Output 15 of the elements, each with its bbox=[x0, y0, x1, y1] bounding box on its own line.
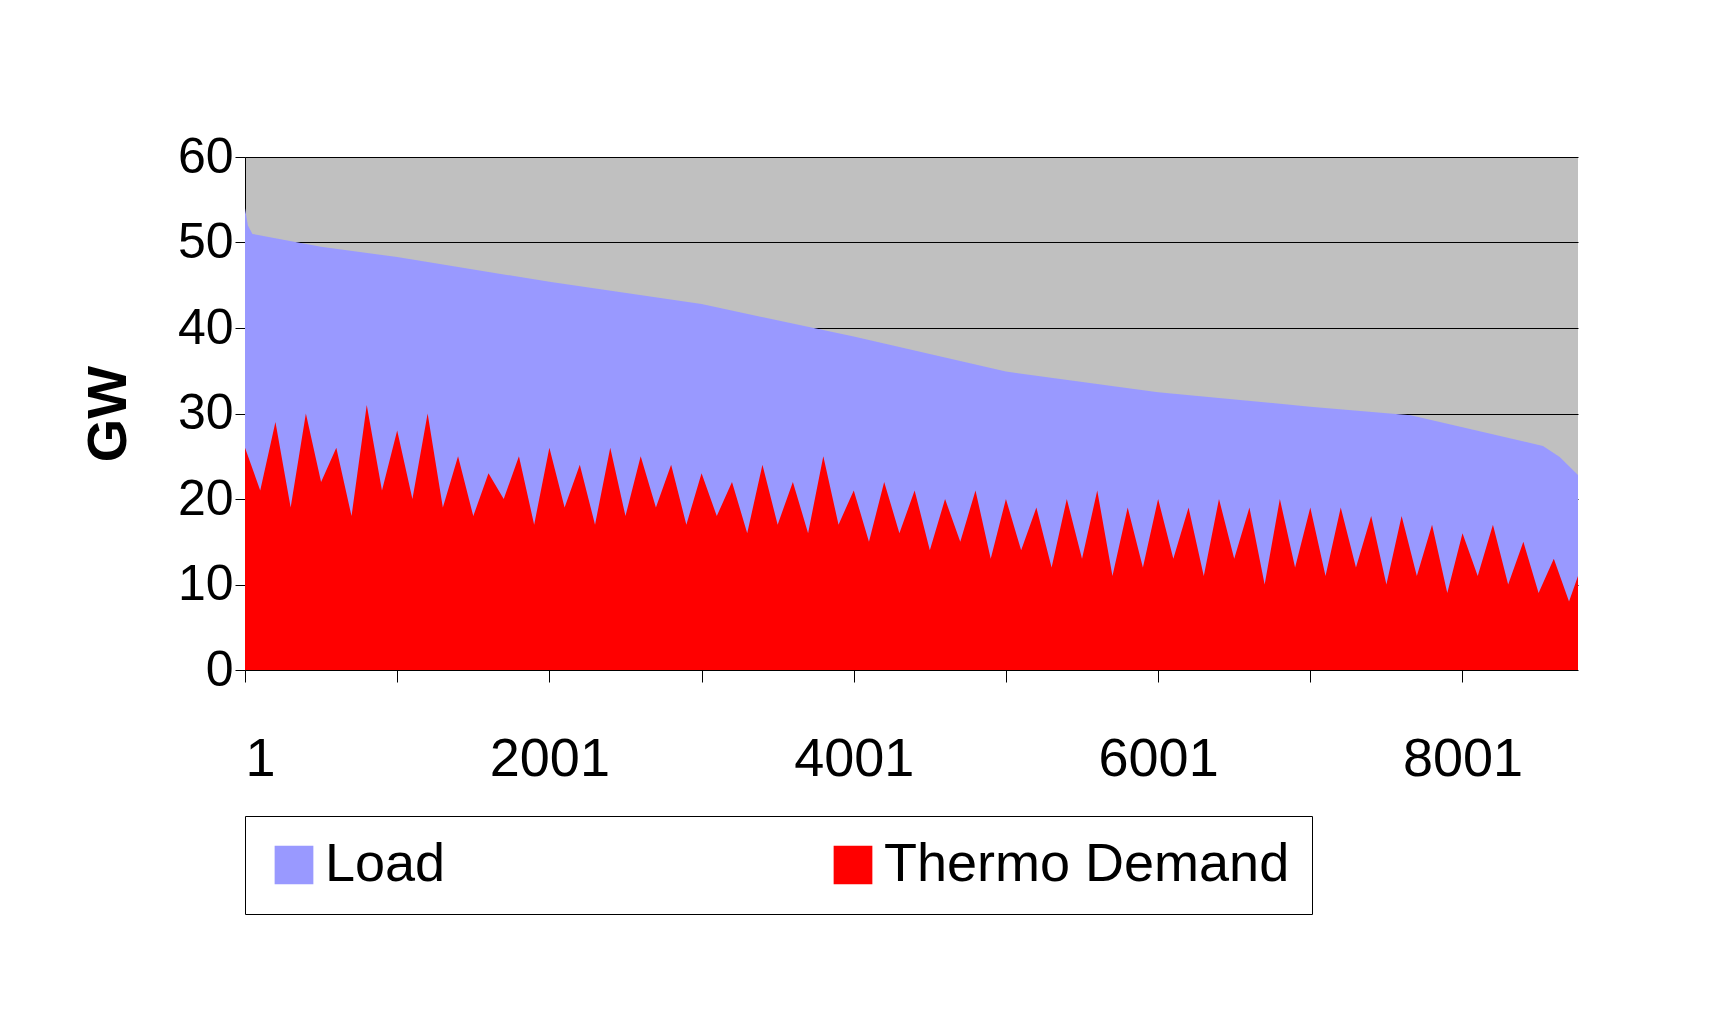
legend-label: Thermo Demand bbox=[884, 832, 1290, 892]
x-tick-label: 8001 bbox=[1402, 726, 1524, 787]
x-tick-label: 2001 bbox=[489, 726, 610, 787]
x-tick-label: 6001 bbox=[1098, 726, 1219, 787]
y-tick-label: 30 bbox=[177, 384, 234, 440]
legend-label: Load bbox=[325, 832, 446, 892]
y-tick-label: 50 bbox=[177, 213, 234, 269]
x-tick-label: 4001 bbox=[794, 726, 915, 787]
y-tick-label: 10 bbox=[177, 555, 234, 611]
y-axis-title: GW bbox=[74, 365, 138, 463]
y-tick-label: 20 bbox=[177, 469, 234, 526]
y-tick-label: 0 bbox=[205, 640, 234, 697]
y-tick-label: 40 bbox=[177, 298, 234, 355]
x-tick-label: 1 bbox=[245, 726, 276, 787]
y-tick-label: 60 bbox=[177, 127, 234, 184]
